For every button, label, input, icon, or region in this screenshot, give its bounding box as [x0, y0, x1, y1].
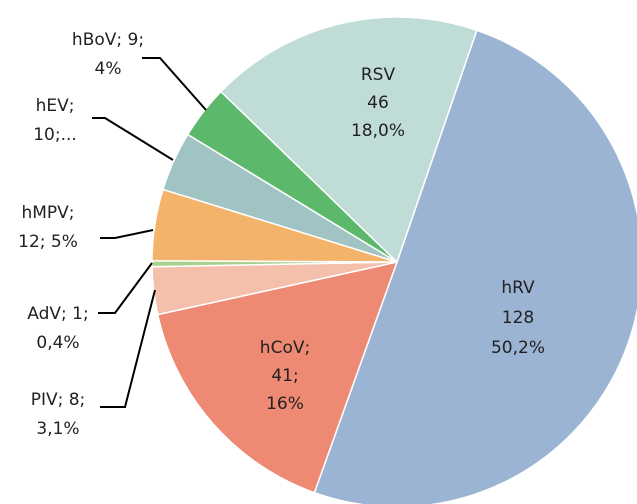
data-label: RSV [361, 65, 396, 85]
data-label: 0,4% [36, 333, 79, 353]
data-label: PIV; 8; [31, 390, 86, 410]
leader-line [100, 229, 154, 239]
data-label: 50,2% [491, 338, 545, 358]
data-label: 3,1% [36, 419, 79, 439]
data-label: 4% [95, 59, 122, 79]
data-label: hMPV; [21, 203, 74, 223]
leader-line [98, 262, 153, 314]
data-label: AdV; 1; [27, 304, 88, 324]
data-label: hEV; [36, 96, 75, 116]
data-label: 12; 5% [18, 232, 78, 252]
data-label: hBoV; 9; [72, 30, 144, 50]
pie-slice [313, 29, 637, 504]
data-label: 128 [502, 308, 534, 328]
data-label: 10;... [33, 125, 77, 145]
leader-line [100, 289, 156, 408]
data-label: 41; [271, 366, 298, 386]
data-label: hCoV; [260, 338, 310, 358]
leader-line [92, 117, 174, 161]
leader-line [142, 57, 207, 111]
data-label: 16% [266, 394, 304, 414]
pie [151, 16, 637, 504]
pie-slice [156, 260, 399, 494]
pie-slice [219, 16, 478, 264]
data-label: 46 [367, 93, 389, 113]
data-label: 18,0% [351, 121, 405, 141]
data-label: hRV [501, 278, 535, 298]
